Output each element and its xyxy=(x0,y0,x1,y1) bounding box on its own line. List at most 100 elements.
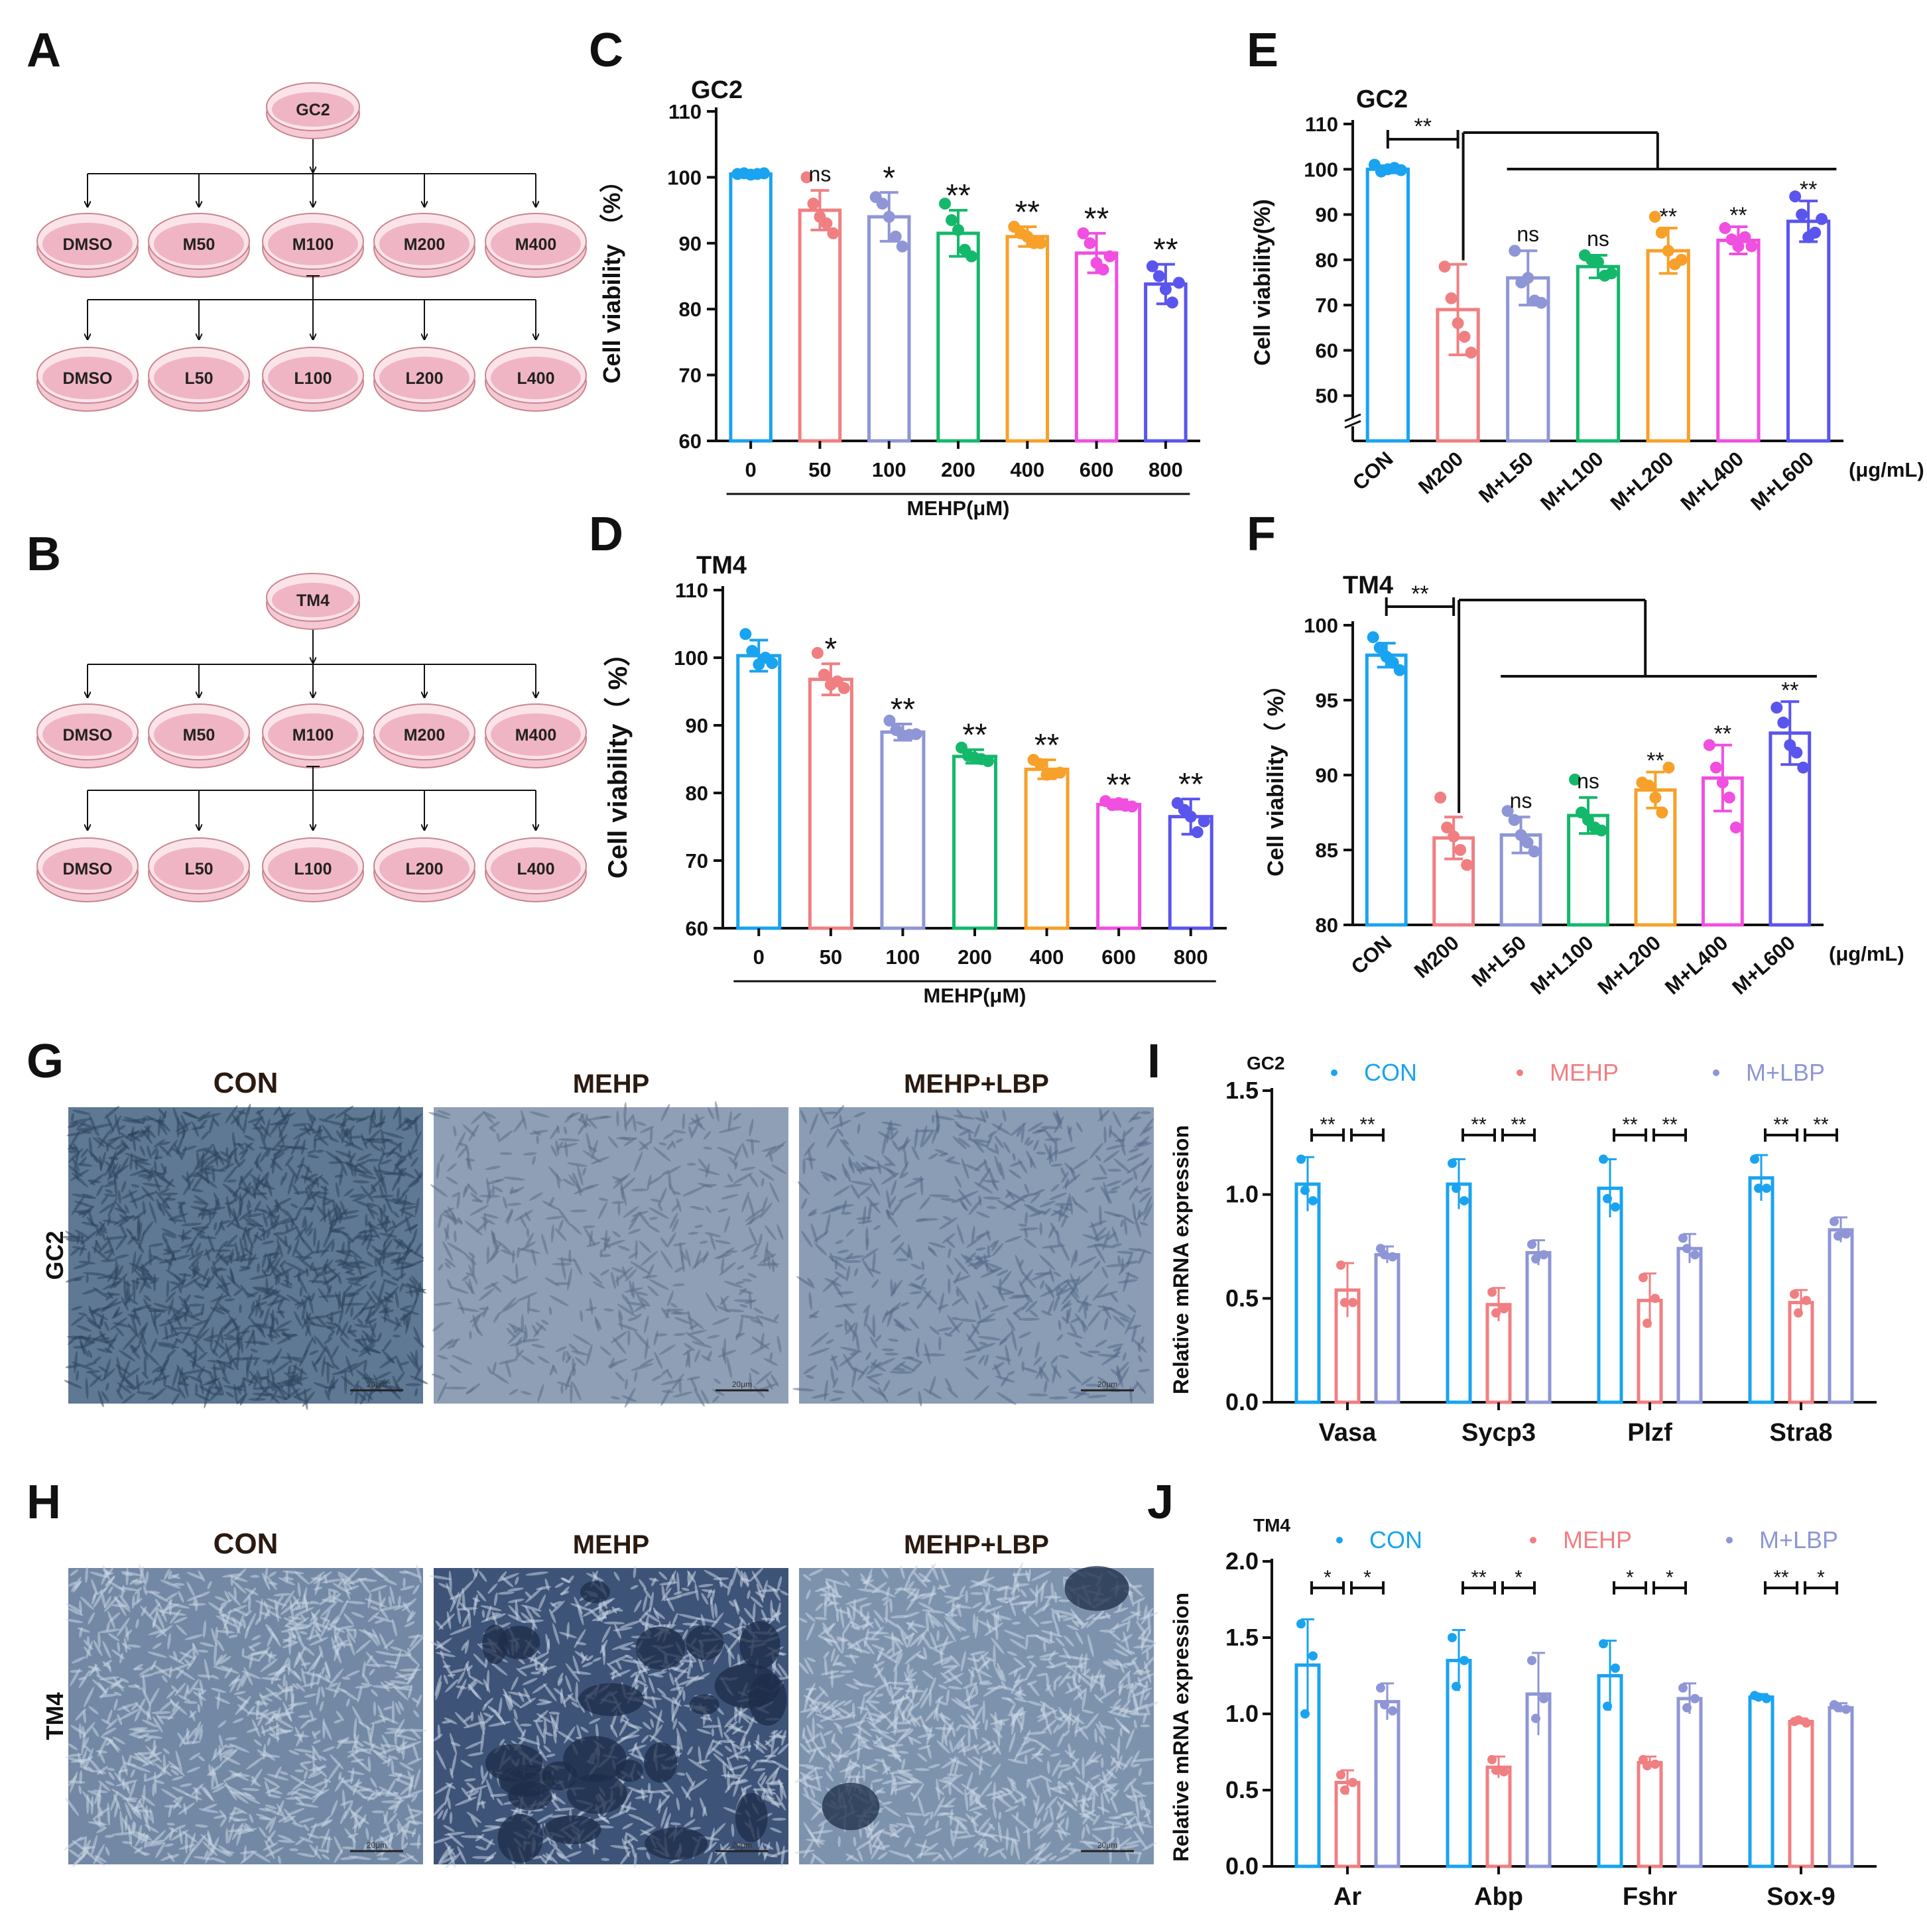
bar xyxy=(1334,1781,1361,1868)
bar xyxy=(1374,1253,1400,1404)
cell-shape xyxy=(188,1250,204,1261)
x-tick-label: 400 xyxy=(1010,458,1044,481)
cell-shape xyxy=(340,1337,350,1349)
data-point xyxy=(1535,296,1548,309)
x-tick-label: 50 xyxy=(808,458,831,481)
cell-shape xyxy=(307,1221,314,1232)
dish-row1: M400 xyxy=(485,703,587,768)
data-point xyxy=(1771,701,1783,714)
y-tick-label: 110 xyxy=(1305,113,1338,136)
dish-label: L50 xyxy=(184,369,213,388)
significance-label: ** xyxy=(891,692,915,727)
cell-shape xyxy=(320,1259,334,1275)
data-point xyxy=(1034,237,1047,249)
cell-shape xyxy=(371,1810,385,1813)
y-tick-label: 60 xyxy=(1316,339,1338,362)
data-point xyxy=(1716,776,1729,789)
bar xyxy=(936,231,980,443)
dish-label: M50 xyxy=(183,235,216,254)
cell-shape xyxy=(408,1179,420,1188)
data-point xyxy=(1376,1683,1385,1693)
comparison-label: * xyxy=(1363,1567,1371,1589)
data-point xyxy=(1501,805,1514,817)
cell-shape xyxy=(66,1238,79,1242)
dish-row1: M200 xyxy=(373,703,475,768)
data-point xyxy=(1662,761,1675,774)
data-point xyxy=(896,240,908,253)
data-point xyxy=(1603,1701,1612,1711)
bar xyxy=(1074,251,1119,443)
micrograph-image: 20μm xyxy=(792,1105,1154,1407)
x-tick-label: 50 xyxy=(820,945,842,969)
dish-medium xyxy=(268,223,358,265)
data-point xyxy=(1508,814,1521,826)
dish-medium xyxy=(491,847,581,890)
x-tick-label: 100 xyxy=(886,945,920,969)
dish-row1: M400 xyxy=(485,213,587,278)
chart-title: GC2 xyxy=(691,76,743,104)
bar xyxy=(1144,282,1188,443)
cell-shape xyxy=(96,1136,115,1150)
x-tick-label: 600 xyxy=(1080,458,1114,481)
cell-shape xyxy=(153,1156,163,1160)
cell-shape xyxy=(114,1144,123,1150)
x-tick-label: 0 xyxy=(745,458,757,481)
axis-break-mark xyxy=(1344,413,1361,422)
bar xyxy=(1646,249,1690,443)
comparison-label: * xyxy=(1324,1567,1332,1589)
cell-shape xyxy=(307,1184,317,1204)
bar xyxy=(880,730,926,930)
dish-medium xyxy=(42,847,133,890)
data-point xyxy=(1438,261,1451,273)
data-point xyxy=(1434,791,1447,804)
data-point xyxy=(1690,1694,1700,1703)
cell-shape xyxy=(71,1195,85,1215)
data-point xyxy=(1834,1703,1843,1713)
bar xyxy=(1005,235,1050,443)
data-point xyxy=(1739,231,1751,243)
data-point xyxy=(820,217,833,229)
bar xyxy=(1828,1706,1854,1868)
cell-shape xyxy=(99,1203,114,1214)
data-point xyxy=(1166,296,1178,309)
comparison-label: ** xyxy=(1622,1114,1638,1136)
data-point xyxy=(1794,1715,1803,1725)
y-axis-label: Relative mRNA expression xyxy=(1169,1593,1193,1862)
data-point xyxy=(1380,1250,1389,1260)
data-point xyxy=(1595,824,1607,837)
cell-shape xyxy=(193,1295,205,1299)
comparison-label: * xyxy=(1626,1567,1634,1589)
dish-row2: DMSO xyxy=(36,837,139,902)
cell-shape xyxy=(415,1172,422,1183)
data-point xyxy=(1340,1298,1349,1307)
cell-shape xyxy=(118,1350,136,1362)
data-point xyxy=(1703,739,1715,751)
data-point xyxy=(800,171,813,184)
data-point xyxy=(1605,267,1617,280)
data-point xyxy=(1611,1663,1620,1673)
x-tick-label: 800 xyxy=(1149,458,1183,481)
data-point xyxy=(1527,1656,1536,1665)
data-point xyxy=(1441,821,1454,834)
data-point xyxy=(1790,1290,1799,1299)
cell-shape xyxy=(309,1350,319,1355)
bar xyxy=(808,678,853,930)
cell-shape xyxy=(178,1285,182,1294)
data-point xyxy=(1790,747,1803,759)
comparison-label: * xyxy=(1515,1567,1523,1589)
significance-label: ns xyxy=(1577,769,1599,793)
data-point xyxy=(1395,164,1407,176)
cell-shape xyxy=(521,1314,524,1333)
x-tick-label: 400 xyxy=(1030,945,1064,969)
data-point xyxy=(739,628,752,640)
micrograph-image: 20μm xyxy=(428,1101,788,1408)
dish-medium xyxy=(491,713,581,756)
y-tick-label: 110 xyxy=(675,579,708,602)
dish-row2: L50 xyxy=(148,837,250,902)
x-tick-label: CON xyxy=(1348,447,1398,495)
data-point xyxy=(1198,815,1210,827)
cell-shape xyxy=(380,1159,392,1165)
